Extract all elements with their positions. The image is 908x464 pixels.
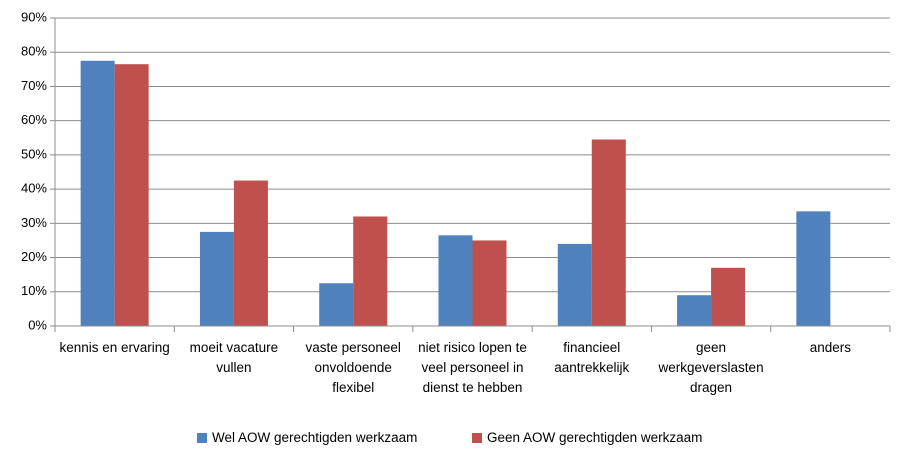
- bar: [80, 60, 115, 327]
- bar: [677, 295, 712, 326]
- bar: [796, 211, 831, 326]
- legend-item: Wel AOW gerechtigden werkzaam: [197, 430, 417, 445]
- y-tick-label: 80%: [21, 44, 47, 59]
- x-tick-label: niet risico lopen te veel personeel in d…: [418, 340, 527, 395]
- x-tick-label: kennis en ervaring: [59, 340, 170, 355]
- bar: [557, 243, 592, 326]
- bar: [353, 216, 388, 326]
- bar: [199, 231, 234, 326]
- bar: [438, 235, 473, 326]
- y-tick-label: 40%: [21, 181, 47, 196]
- legend-label: Geen AOW gerechtigden werkzaam: [487, 430, 703, 445]
- x-tick-label: moeit vacature vullen: [189, 340, 279, 375]
- legend-swatch: [472, 432, 482, 443]
- y-tick-label: 0%: [28, 317, 47, 332]
- bar: [114, 64, 149, 326]
- y-tick-label: 60%: [21, 112, 47, 127]
- y-tick-label: 50%: [21, 146, 47, 161]
- bar: [711, 267, 746, 326]
- bar: [233, 180, 268, 326]
- x-tick-label: anders: [809, 340, 851, 355]
- legend-item: Geen AOW gerechtigden werkzaam: [472, 430, 702, 445]
- y-tick-label: 90%: [21, 9, 47, 24]
- y-tick-label: 30%: [21, 215, 47, 230]
- bar: [591, 139, 626, 326]
- x-tick-label: vaste personeel onvoldoende flexibel: [305, 340, 401, 395]
- y-tick-label: 10%: [21, 283, 47, 298]
- y-tick-label: 70%: [21, 78, 47, 93]
- legend-swatch: [197, 432, 207, 443]
- bar: [319, 283, 354, 326]
- bar: [472, 240, 507, 326]
- x-tick-label: geen werkgeverslasten dragen: [658, 340, 764, 395]
- y-tick-label: 20%: [21, 249, 47, 264]
- x-tick-label: financieel aantrekkelijk: [554, 340, 630, 375]
- legend-label: Wel AOW gerechtigden werkzaam: [212, 430, 418, 445]
